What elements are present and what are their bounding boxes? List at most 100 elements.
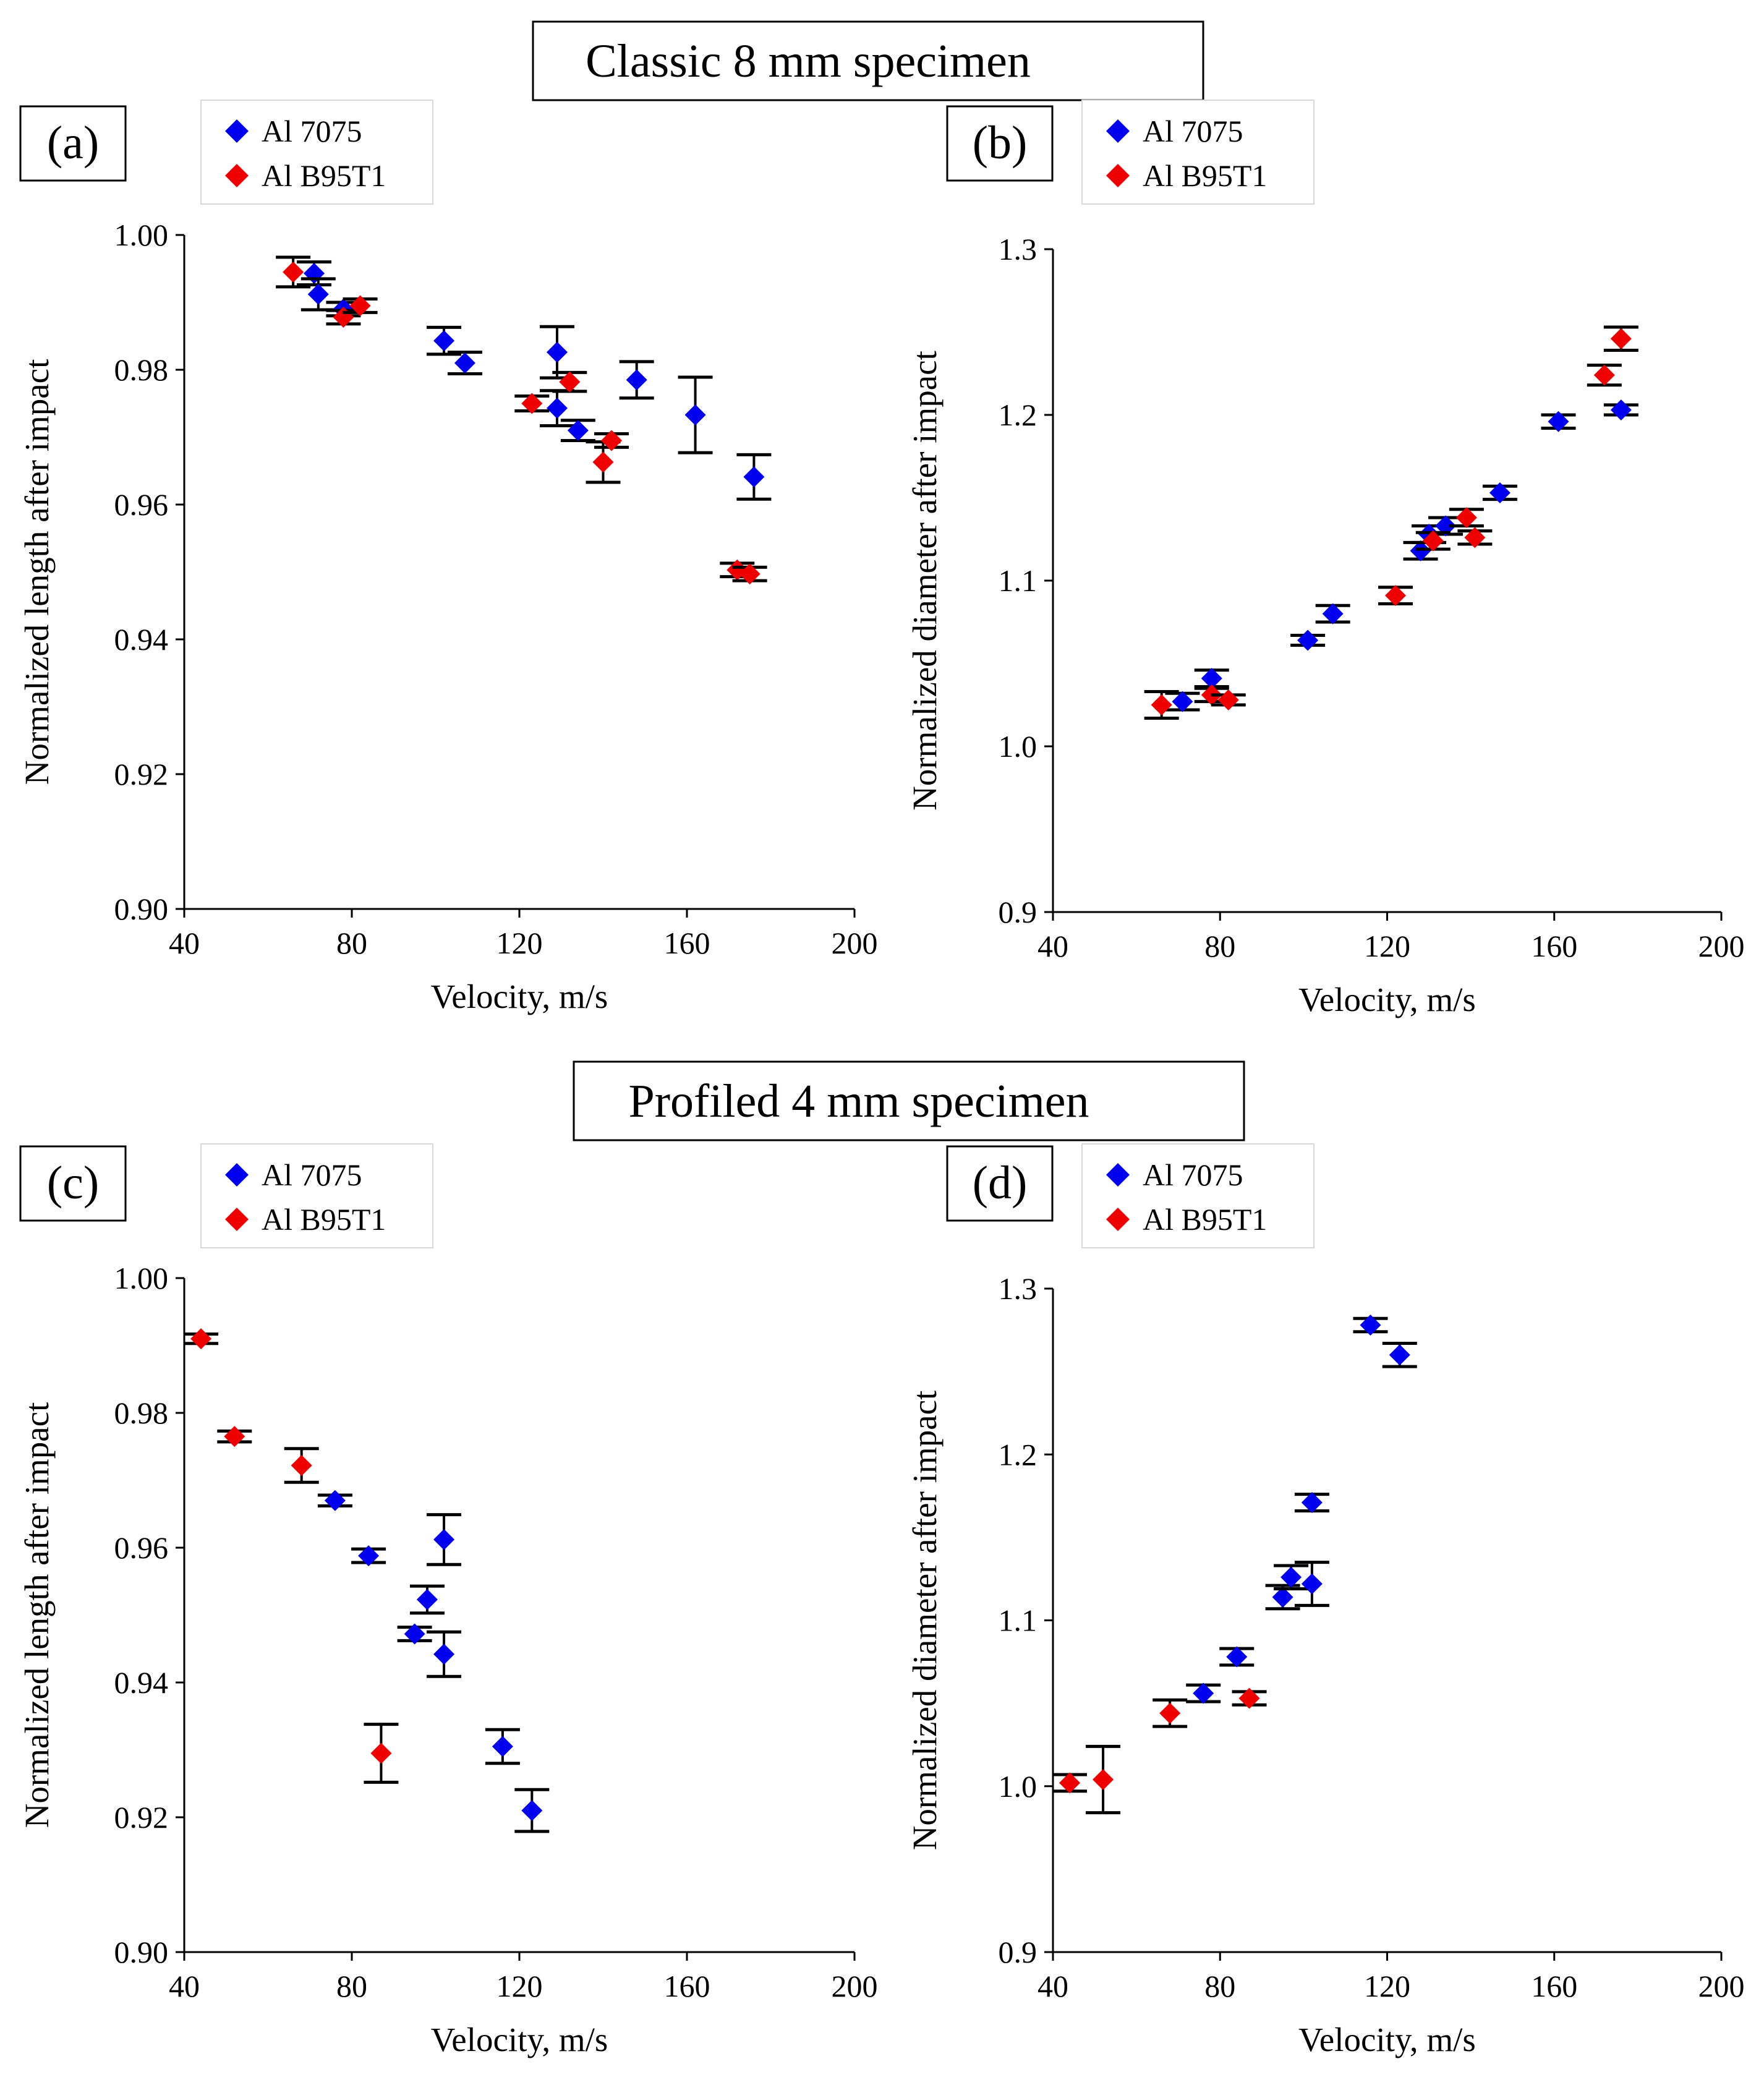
data-point (514, 393, 550, 414)
data-marker (358, 1545, 380, 1567)
data-point (514, 1788, 550, 1833)
panel-label-box (946, 1145, 1054, 1222)
legend-box (1081, 100, 1314, 205)
data-marker (433, 330, 455, 352)
data-marker (1322, 603, 1344, 625)
data-marker (1301, 1492, 1323, 1514)
data-point (427, 1513, 462, 1566)
data-marker (559, 371, 581, 393)
data-marker (1093, 1769, 1114, 1791)
legend-marker-icon (1106, 1208, 1130, 1231)
y-tick-label: 1.3 (999, 1271, 1038, 1306)
legend-label: Al B95T1 (262, 158, 386, 193)
legend-marker-icon (225, 1163, 249, 1187)
data-point (1265, 1584, 1300, 1611)
data-marker (521, 1800, 543, 1822)
y-tick-label: 0.98 (114, 1396, 169, 1430)
data-point (1186, 1682, 1221, 1704)
data-point (485, 1728, 520, 1765)
y-tick-label: 0.90 (114, 1935, 169, 1969)
data-point (217, 1426, 252, 1448)
data-point (343, 295, 378, 317)
data-point (1211, 689, 1246, 710)
data-marker (739, 563, 761, 585)
data-point (1315, 603, 1350, 625)
data-marker (1593, 364, 1615, 386)
data-marker (283, 261, 304, 283)
legend-marker-icon (1106, 1163, 1130, 1187)
data-marker (1464, 527, 1486, 548)
panel-label: (c) (47, 1157, 99, 1209)
x-tick-label: 160 (664, 926, 710, 960)
chart-panel: (c) Al 7075 Al B95T1 40 80 120 160 200 0.90 0.92 0… (18, 1143, 878, 2058)
data-marker (1226, 1646, 1248, 1668)
data-marker (1548, 411, 1569, 432)
y-tick-label: 1.2 (999, 398, 1038, 432)
data-marker (546, 398, 568, 419)
x-tick-label: 120 (496, 926, 543, 960)
legend-label: Al 7075 (1143, 1158, 1243, 1192)
data-marker (601, 430, 623, 451)
data-point (397, 1623, 432, 1645)
x-axis-title: Velocity, m/s (1298, 2021, 1476, 2058)
data-marker (370, 1742, 392, 1764)
x-tick-label: 40 (169, 926, 200, 960)
data-marker (404, 1623, 425, 1645)
y-tick-label: 0.9 (999, 895, 1038, 929)
data-point (1382, 1342, 1417, 1368)
data-marker (349, 295, 371, 317)
data-marker (190, 1328, 212, 1350)
legend-label: Al 7075 (262, 1158, 362, 1192)
legend-marker-icon (225, 1208, 249, 1231)
data-point (284, 1447, 319, 1484)
data-point (1165, 691, 1200, 712)
data-marker (1201, 668, 1222, 689)
data-point (1219, 1646, 1255, 1668)
y-tick-label: 0.96 (114, 1530, 169, 1565)
data-point (1086, 1744, 1121, 1815)
data-marker (567, 420, 589, 441)
panel-label: (b) (973, 117, 1028, 169)
data-point (447, 351, 482, 376)
data-marker (291, 1455, 312, 1477)
panel-label-box (946, 105, 1054, 182)
section-title-text: Classic 8 mm specimen (586, 35, 1031, 87)
data-point (594, 430, 629, 451)
x-tick-label: 40 (1038, 929, 1068, 963)
data-point (1603, 325, 1638, 352)
y-axis-title: Normalized length after impact (18, 359, 56, 785)
panel-label: (d) (973, 1157, 1028, 1209)
data-marker (1217, 689, 1239, 710)
legend-box (200, 100, 433, 205)
data-marker (1422, 530, 1444, 552)
x-axis-title: Velocity, m/s (431, 978, 608, 1015)
data-point (1457, 527, 1493, 548)
legend-label: Al 7075 (262, 114, 362, 148)
data-point (1232, 1687, 1267, 1709)
data-point (1482, 482, 1517, 503)
data-point (1294, 1561, 1329, 1607)
data-point (1403, 540, 1438, 561)
y-tick-label: 1.00 (114, 1261, 169, 1295)
legend-marker-icon (1106, 119, 1130, 143)
x-tick-label: 200 (832, 926, 878, 960)
x-tick-label: 80 (1204, 929, 1235, 963)
section-title-box (532, 20, 1204, 101)
data-point (552, 370, 587, 393)
data-marker (1389, 1344, 1410, 1366)
data-marker (492, 1736, 513, 1757)
data-marker (1360, 1315, 1381, 1336)
data-marker (1172, 691, 1193, 712)
data-marker (592, 451, 614, 473)
section-title-box (573, 1060, 1245, 1141)
y-tick-label: 0.94 (114, 622, 169, 657)
x-tick-label: 80 (1204, 1969, 1235, 2003)
data-point (351, 1545, 386, 1567)
x-tick-label: 160 (664, 1969, 710, 2003)
y-axis-title: Normalized diameter after impact (906, 351, 944, 811)
legend-label: Al 7075 (1143, 114, 1243, 148)
panel-label: (a) (47, 117, 99, 169)
data-marker (454, 352, 475, 374)
